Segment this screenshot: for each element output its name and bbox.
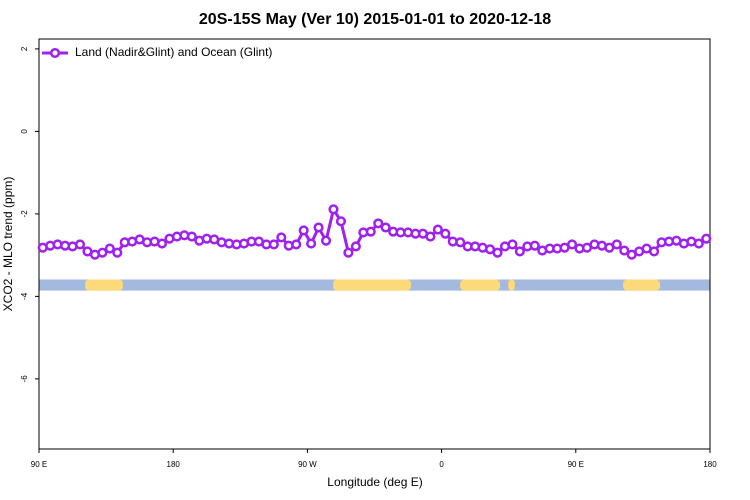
point <box>320 235 332 246</box>
x-tick-label: 0 <box>439 460 444 469</box>
chart-title: 20S-15S May (Ver 10) 2015-01-01 to 2020-… <box>199 11 551 28</box>
point <box>611 239 622 250</box>
x-tick-label: 180 <box>703 460 717 469</box>
y-tick-label: -2 <box>20 210 29 218</box>
x-tick-label: 180 <box>167 460 181 469</box>
point <box>514 246 525 257</box>
point <box>112 247 123 258</box>
point <box>529 240 540 251</box>
x-axis-label: Longitude (deg E) <box>327 475 422 489</box>
point <box>335 216 347 227</box>
point <box>365 226 376 237</box>
legend-marker <box>49 47 61 59</box>
x-tick-label: 90 W <box>298 460 317 469</box>
point <box>350 241 361 252</box>
point <box>313 222 324 233</box>
point <box>343 247 354 258</box>
point <box>455 237 466 248</box>
legend-label: Land (Nadir&Glint) and Ocean (Glint) <box>75 45 272 59</box>
land-span <box>85 279 123 291</box>
point <box>701 233 712 244</box>
y-tick-label: -6 <box>20 375 29 383</box>
point <box>186 231 197 242</box>
land-span <box>460 279 501 291</box>
x-tick-label: 90 E <box>31 460 47 469</box>
point <box>649 246 660 257</box>
point <box>507 239 518 250</box>
y-tick-label: 0 <box>20 129 29 134</box>
point <box>328 204 339 215</box>
y-tick-label: 2 <box>20 46 29 51</box>
point <box>97 247 108 258</box>
point <box>425 231 436 242</box>
point <box>156 238 168 249</box>
point <box>492 247 503 258</box>
point <box>291 239 302 250</box>
point <box>619 245 630 256</box>
point <box>306 238 317 249</box>
y-tick-label: -4 <box>20 292 29 300</box>
point <box>74 239 86 250</box>
point <box>298 225 309 236</box>
plot-frame <box>38 38 711 450</box>
land-span <box>333 279 412 291</box>
land-span <box>623 279 661 291</box>
y-axis-label: XCO2 - MLO trend (ppm) <box>1 177 15 312</box>
x-tick-label: 90 E <box>568 460 584 469</box>
point <box>276 232 287 243</box>
point <box>373 218 384 229</box>
point <box>567 239 578 250</box>
land-span <box>508 279 515 291</box>
point <box>268 239 279 250</box>
point <box>693 238 704 249</box>
point <box>380 222 391 233</box>
point <box>432 224 443 235</box>
point <box>440 228 451 239</box>
point <box>104 243 115 254</box>
